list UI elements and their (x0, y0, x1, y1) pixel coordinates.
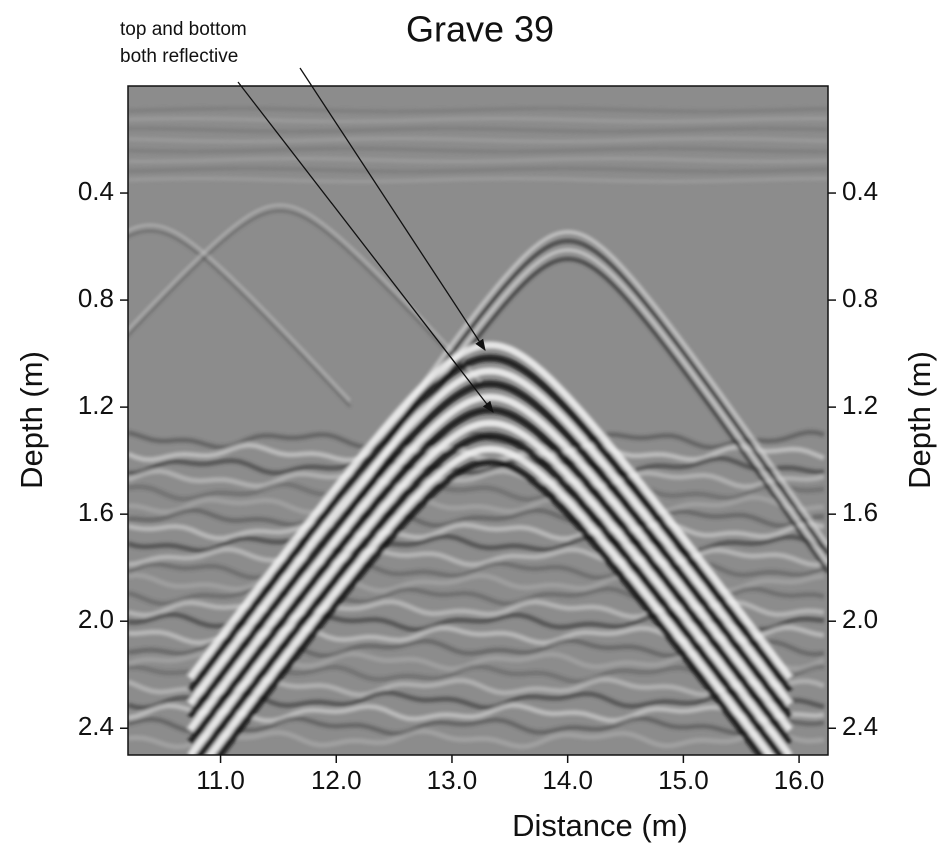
texture-band (128, 429, 825, 451)
plot-frame (127, 85, 829, 756)
texture-band (128, 533, 825, 555)
texture-band (128, 715, 825, 737)
reflection (128, 203, 481, 382)
reflection (306, 256, 828, 574)
x-tick-label: 11.0 (196, 765, 245, 795)
x-tick-label: 16.0 (774, 765, 825, 795)
y-tick-label: 2.0 (78, 604, 114, 634)
texture-band (128, 126, 828, 134)
y-tick-label: 0.8 (78, 283, 114, 313)
annotation-line: both reflective (120, 46, 238, 67)
reflection (187, 393, 793, 732)
y-tick-label-right: 0.8 (842, 283, 878, 313)
reflection (128, 209, 481, 388)
y-tick-label-right: 1.6 (842, 497, 878, 527)
y-tick-label: 0.4 (78, 176, 114, 206)
reflection (187, 380, 793, 719)
texture-band (128, 507, 825, 529)
texture-band (128, 728, 825, 750)
annotation-arrow (237, 81, 494, 413)
x-tick-label: 15.0 (658, 765, 709, 795)
texture-band (128, 176, 828, 184)
texture-band (128, 520, 825, 542)
y-tick-label-right: 2.4 (842, 711, 878, 741)
annotation-line: top and bottom (120, 19, 247, 40)
texture-band (128, 494, 825, 516)
texture-band (128, 146, 828, 154)
x-tick-label: 14.0 (542, 765, 593, 795)
texture-band (128, 455, 825, 476)
texture-band (128, 442, 825, 463)
reflection (215, 458, 765, 755)
reflection (187, 341, 793, 680)
reflection (187, 419, 793, 755)
texture-band (128, 156, 828, 164)
y-tick-label-right: 2.0 (842, 604, 878, 634)
reflection (306, 229, 828, 547)
reflection (128, 223, 351, 402)
texture-band (128, 468, 825, 490)
x-tick-label: 13.0 (427, 765, 478, 795)
texture-band (128, 116, 828, 124)
reflection (128, 229, 351, 408)
texture-band (128, 166, 828, 174)
x-axis-label: Distance (m) (512, 808, 688, 843)
reflection (196, 432, 784, 755)
reflection (205, 445, 775, 755)
y-tick-label: 2.4 (78, 711, 114, 741)
y-tick-label: 1.6 (78, 497, 114, 527)
texture-band (128, 106, 828, 114)
texture-band (128, 650, 825, 672)
reflection (187, 354, 793, 693)
y-tick-label-right: 0.4 (842, 176, 878, 206)
x-tick-label: 12.0 (311, 765, 362, 795)
texture-band (128, 546, 825, 568)
texture-band (128, 559, 826, 581)
annotation-arrow (299, 67, 486, 351)
chart-title: Grave 39 (406, 9, 554, 50)
y-axis-label: Depth (m) (14, 351, 49, 489)
texture-band (128, 136, 828, 144)
y-tick-label: 1.2 (78, 390, 114, 420)
radar-texture (128, 106, 828, 755)
y-tick-label-right: 1.2 (842, 390, 878, 420)
texture-band (128, 481, 825, 503)
y-axis-label-right: Depth (m) (902, 351, 937, 489)
reflection (187, 367, 793, 706)
